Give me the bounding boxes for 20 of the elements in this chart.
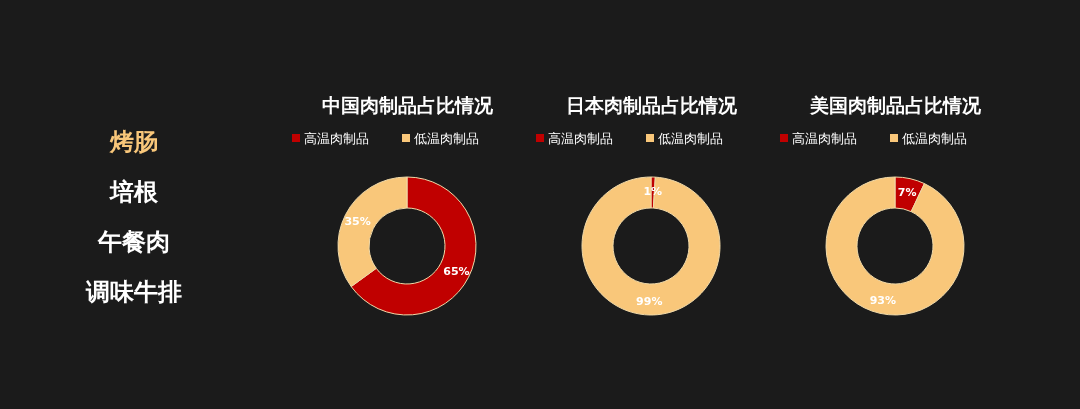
chart-title: 中国肉制品占比情况: [321, 94, 494, 116]
chart-title: 美国肉制品占比情况: [808, 94, 982, 116]
data-label: 99%: [636, 295, 663, 309]
text: 调味牛排: [85, 278, 182, 306]
text: 培根: [108, 178, 159, 206]
legend-label: 低温肉制品: [902, 130, 967, 146]
data-label: 7%: [897, 185, 917, 199]
legend-label: 低温肉制品: [658, 130, 723, 146]
legend-label: 低温肉制品: [414, 130, 479, 146]
data-label: 65%: [443, 265, 470, 279]
data-label: 93%: [869, 294, 897, 308]
text: 午餐肉: [97, 228, 170, 256]
legend-label: 高温肉制品: [548, 130, 613, 146]
data-label: 35%: [344, 214, 371, 228]
legend-label: 高温肉制品: [792, 130, 857, 146]
text: 烤肠: [109, 128, 158, 156]
donut-slice: [581, 176, 721, 316]
donut-slice: [825, 176, 965, 316]
chart-title: 日本肉制品占比情况: [565, 94, 738, 116]
legend-label: 高温肉制品: [304, 130, 369, 146]
